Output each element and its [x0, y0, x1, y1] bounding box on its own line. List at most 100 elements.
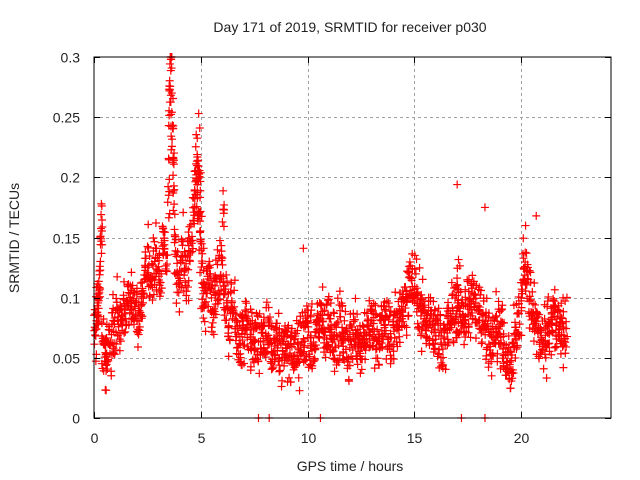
data-point	[265, 321, 274, 330]
data-point	[209, 330, 218, 339]
data-point	[184, 296, 193, 305]
data-point	[110, 339, 119, 348]
data-point	[198, 259, 207, 268]
data-point	[194, 109, 203, 118]
data-point	[306, 333, 315, 342]
data-point	[517, 296, 526, 305]
data-point	[237, 361, 246, 370]
data-point	[561, 338, 570, 347]
chart-title: Day 171 of 2019, SRMTID for receiver p03…	[213, 19, 486, 35]
data-point	[418, 275, 427, 284]
data-point	[456, 287, 465, 296]
data-point	[537, 335, 546, 344]
data-point	[224, 352, 233, 361]
data-point	[324, 292, 333, 301]
data-point	[97, 215, 106, 224]
data-point	[137, 300, 146, 309]
data-point	[219, 222, 228, 231]
data-point	[239, 359, 248, 368]
data-point	[180, 247, 189, 256]
data-point	[255, 309, 264, 318]
data-point	[318, 307, 327, 316]
data-point	[302, 302, 311, 311]
data-point	[417, 329, 426, 338]
data-point	[459, 323, 468, 332]
data-point	[369, 319, 378, 328]
data-point	[144, 243, 153, 252]
data-point	[195, 227, 204, 236]
data-point	[115, 335, 124, 344]
data-point	[165, 175, 174, 184]
data-point	[521, 221, 530, 230]
data-point	[192, 202, 201, 211]
data-point	[195, 172, 204, 181]
data-point	[169, 156, 178, 165]
data-point	[200, 317, 209, 326]
y-tick-label: 0.05	[53, 351, 80, 367]
data-point	[120, 328, 129, 337]
data-point	[221, 285, 230, 294]
data-point	[521, 248, 530, 257]
data-point	[333, 356, 342, 365]
data-point	[222, 277, 231, 286]
data-point	[452, 333, 461, 342]
data-point	[506, 347, 515, 356]
data-point	[476, 290, 485, 299]
data-point	[258, 328, 267, 337]
data-point	[318, 283, 327, 292]
data-point	[162, 267, 171, 276]
data-point	[468, 308, 477, 317]
data-point	[190, 203, 199, 212]
data-point	[279, 337, 288, 346]
data-point	[97, 249, 106, 258]
data-point	[220, 311, 229, 320]
data-point	[117, 315, 126, 324]
data-point	[529, 337, 538, 346]
data-point	[254, 357, 263, 366]
data-point	[169, 206, 178, 215]
data-point	[165, 85, 174, 94]
data-point	[482, 294, 491, 303]
data-point	[136, 279, 145, 288]
data-point	[338, 302, 347, 311]
data-point	[222, 270, 231, 279]
data-point	[498, 305, 507, 314]
data-point	[195, 123, 204, 132]
data-point	[303, 317, 312, 326]
data-point	[544, 292, 553, 301]
data-point	[380, 321, 389, 330]
data-point	[538, 345, 547, 354]
data-point	[326, 299, 335, 308]
data-point	[199, 244, 208, 253]
data-point	[429, 297, 438, 306]
data-point	[405, 257, 414, 266]
data-point	[330, 367, 339, 376]
data-point	[196, 186, 205, 195]
data-point	[230, 286, 239, 295]
data-point	[418, 295, 427, 304]
data-point	[164, 182, 173, 191]
data-point	[528, 287, 537, 296]
data-point	[491, 313, 500, 322]
data-point	[99, 314, 108, 323]
data-point	[193, 134, 202, 143]
data-point	[287, 324, 296, 333]
data-point	[445, 325, 454, 334]
data-point	[273, 319, 282, 328]
data-point	[167, 142, 176, 151]
data-point	[561, 297, 570, 306]
data-point	[232, 343, 241, 352]
data-point	[434, 304, 443, 313]
data-point	[165, 59, 174, 68]
data-point	[507, 369, 516, 378]
data-point	[417, 347, 426, 356]
data-point	[461, 293, 470, 302]
y-tick-label: 0.15	[53, 231, 80, 247]
data-point	[478, 338, 487, 347]
data-point	[243, 342, 252, 351]
data-point	[98, 222, 107, 231]
data-point	[504, 331, 513, 340]
data-point	[370, 364, 379, 373]
